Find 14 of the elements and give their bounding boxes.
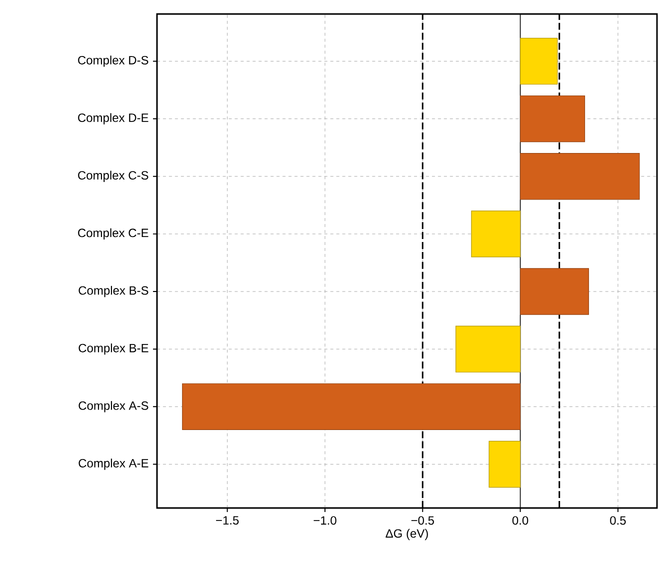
x-tick-label: −0.5 bbox=[411, 516, 434, 525]
y-tick-label: Complex A-E bbox=[78, 458, 148, 470]
x-tick-label: 0.0 bbox=[512, 516, 528, 525]
y-tick-label: Complex A-S bbox=[78, 401, 148, 412]
y-tick-label: Complex D-E bbox=[78, 113, 148, 124]
x-tick-label: 0.5 bbox=[610, 516, 626, 525]
y-tick-label: Complex D-S bbox=[78, 56, 148, 67]
x-tick-label: −1.5 bbox=[216, 516, 239, 525]
x-axis-title: ΔG (eV) bbox=[386, 528, 428, 540]
y-tick-label: Complex C-S bbox=[78, 170, 148, 182]
y-tick-label: Complex C-E bbox=[78, 228, 148, 240]
x-tick-label: −1.0 bbox=[314, 516, 336, 525]
y-tick-label: Complex B-E bbox=[78, 343, 148, 355]
y-tick-label: Complex B-S bbox=[78, 286, 148, 298]
